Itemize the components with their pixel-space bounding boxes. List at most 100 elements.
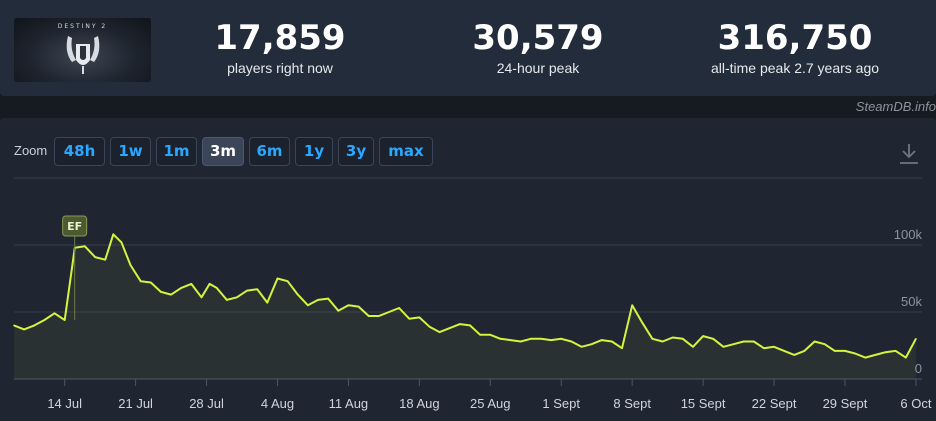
zoom-label: Zoom (14, 143, 48, 158)
zoom-1w-button[interactable]: 1w (110, 137, 151, 166)
x-tick-label: 15 Sept (681, 396, 726, 411)
data-point (530, 338, 532, 340)
x-tick-label: 28 Jul (189, 396, 224, 411)
data-point (773, 346, 775, 348)
zoom-1y-button[interactable]: 1y (295, 137, 333, 166)
data-point (449, 327, 451, 329)
flag-label: EF (67, 220, 82, 233)
event-flag: EF (62, 215, 88, 321)
data-point (13, 324, 15, 327)
data-point (23, 328, 25, 331)
data-point (307, 304, 309, 307)
data-point (712, 338, 714, 340)
zoom-1m-button[interactable]: 1m (156, 137, 197, 166)
data-point (347, 304, 350, 307)
data-point (43, 319, 46, 321)
data-point (499, 338, 502, 340)
data-point (884, 351, 887, 354)
data-point (94, 256, 96, 258)
stat-current-players: 17,859 players right now (200, 18, 360, 76)
data-point (337, 309, 340, 312)
data-point (793, 354, 796, 356)
data-point (631, 304, 633, 307)
data-point (33, 324, 36, 327)
y-tick-label: 0 (915, 361, 922, 376)
data-point (621, 347, 623, 350)
data-point (215, 287, 218, 289)
data-point (570, 340, 573, 343)
data-point (874, 354, 877, 356)
chart-panel (0, 118, 936, 421)
data-point (803, 350, 806, 352)
data-point (236, 296, 238, 299)
data-point (651, 338, 654, 340)
zoom-48h-button[interactable]: 48h (54, 137, 105, 166)
x-tick-label: 6 Oct (900, 396, 931, 411)
data-point (200, 296, 203, 299)
data-point (590, 343, 593, 346)
data-point (509, 339, 512, 341)
data-point (834, 350, 836, 352)
data-point (702, 335, 704, 337)
data-point (246, 289, 248, 292)
data-point (286, 280, 289, 283)
data-point (170, 293, 172, 296)
data-point (611, 340, 613, 343)
data-point (367, 315, 370, 317)
stat-24h-peak: 30,579 24-hour peak (460, 18, 616, 76)
data-point (763, 347, 765, 350)
data-point (388, 311, 390, 313)
data-point (256, 288, 259, 291)
y-tick-label: 50k (901, 294, 922, 309)
data-point (783, 350, 785, 352)
all-time-peak-value: 316,750 (717, 18, 873, 58)
flag-box (62, 215, 88, 237)
x-tick-label: 29 Sept (823, 396, 868, 411)
x-tick-label: 11 Aug (329, 396, 369, 411)
data-point (844, 350, 846, 352)
data-point (226, 299, 228, 301)
data-points (13, 233, 917, 359)
x-tick-label: 4 Aug (261, 396, 294, 411)
data-point (139, 280, 142, 283)
current-players-value: 17,859 (214, 18, 346, 58)
data-point (112, 233, 115, 236)
data-point (540, 338, 542, 340)
zoom-max-button[interactable]: max (379, 137, 433, 166)
zoom-3y-button[interactable]: 3y (338, 137, 374, 166)
steamdb-credit[interactable]: SteamDB.info (855, 99, 936, 114)
data-point (378, 315, 380, 317)
data-point (692, 346, 694, 348)
data-point (813, 340, 816, 343)
zoom-3m-button[interactable]: 3m (202, 137, 244, 166)
data-point (327, 297, 330, 300)
data-point (428, 325, 431, 328)
data-point (915, 338, 917, 340)
x-tick-label: 25 Aug (470, 396, 511, 411)
zoom-6m-button[interactable]: 6m (249, 137, 290, 166)
stat-all-time-peak: 316,750 all-time peak 2.7 years ago (690, 18, 900, 76)
data-point (120, 241, 123, 244)
data-point (357, 305, 360, 308)
data-point (53, 312, 56, 315)
data-point (894, 350, 897, 352)
data-point (864, 356, 867, 359)
data-point (150, 281, 152, 284)
x-tick-label: 8 Sept (613, 396, 651, 411)
data-point (854, 352, 856, 355)
data-point (479, 334, 482, 336)
data-point (905, 356, 907, 359)
destiny-emblem-icon (66, 36, 100, 74)
download-icon[interactable] (898, 142, 920, 166)
x-tick-label: 14 Jul (47, 396, 82, 411)
y-axis-labels: 50k 100k 0 (894, 227, 923, 376)
data-point (580, 346, 583, 348)
destiny-logo-icon[interactable]: DESTINY 2 (14, 18, 151, 82)
data-point (519, 340, 522, 343)
data-point (208, 283, 211, 285)
data-point (722, 346, 725, 348)
data-point (276, 277, 279, 280)
y-tick-label: 100k (894, 227, 923, 242)
data-point (459, 323, 461, 325)
data-point (297, 293, 299, 296)
